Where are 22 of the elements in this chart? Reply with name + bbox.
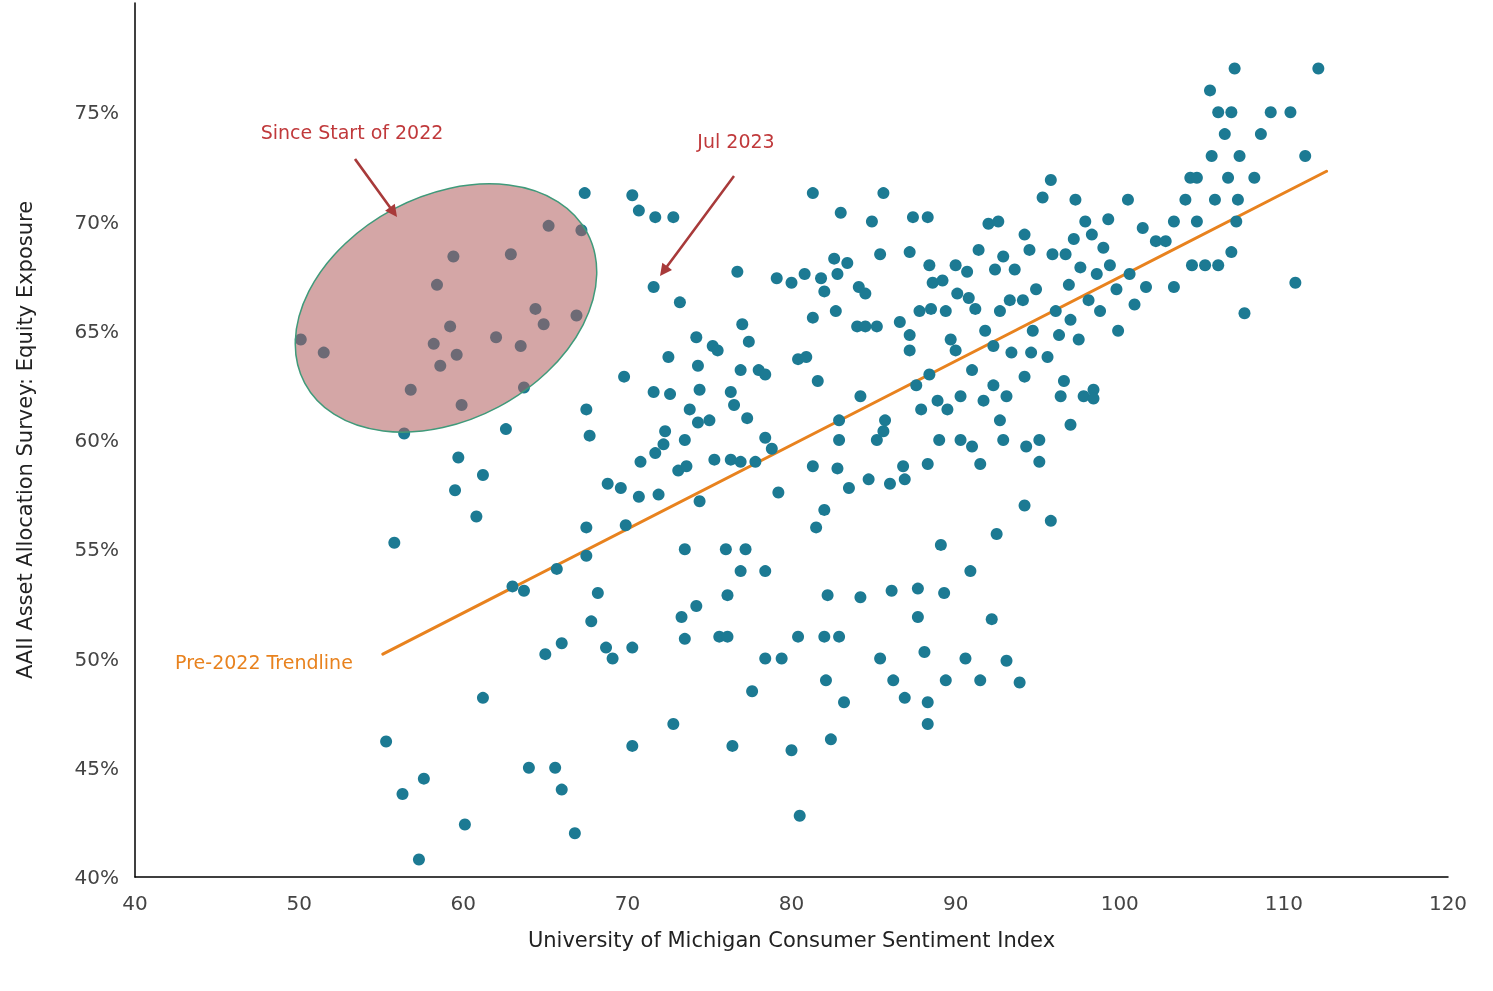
x-tick-label: 70 xyxy=(614,891,641,915)
y-tick-label: 65% xyxy=(74,318,119,343)
y-tick-label: 75% xyxy=(74,100,119,125)
x-tick-label: 80 xyxy=(778,891,805,915)
x-tick-label: 90 xyxy=(942,891,969,915)
annotation: Jul 2023 xyxy=(696,130,775,152)
x-tick-label: 110 xyxy=(1264,891,1303,915)
x-tick-label: 100 xyxy=(1100,891,1139,915)
y-tick-label: 45% xyxy=(74,755,119,780)
x-tick-label: 60 xyxy=(450,891,476,915)
y-tick-label: 55% xyxy=(74,537,119,562)
y-tick-label: 60% xyxy=(74,428,119,452)
x-tick-label: 120 xyxy=(1428,891,1468,915)
series-label: Pre-2022 Trendline xyxy=(175,651,353,674)
y-tick-label: 70% xyxy=(74,209,119,234)
y-axis-title: AAII Asset Allocation Survey: Equity Exposure xyxy=(12,200,37,680)
x-tick-label: 50 xyxy=(286,891,312,915)
x-tick-label: 40 xyxy=(122,891,148,915)
annotation: Since Start of 2022 xyxy=(260,121,444,143)
y-tick-label: 50% xyxy=(74,646,119,671)
x-axis-title: University of Michigan Consumer Sentiment Index xyxy=(527,927,1056,952)
y-tick-label: 40% xyxy=(74,865,119,889)
